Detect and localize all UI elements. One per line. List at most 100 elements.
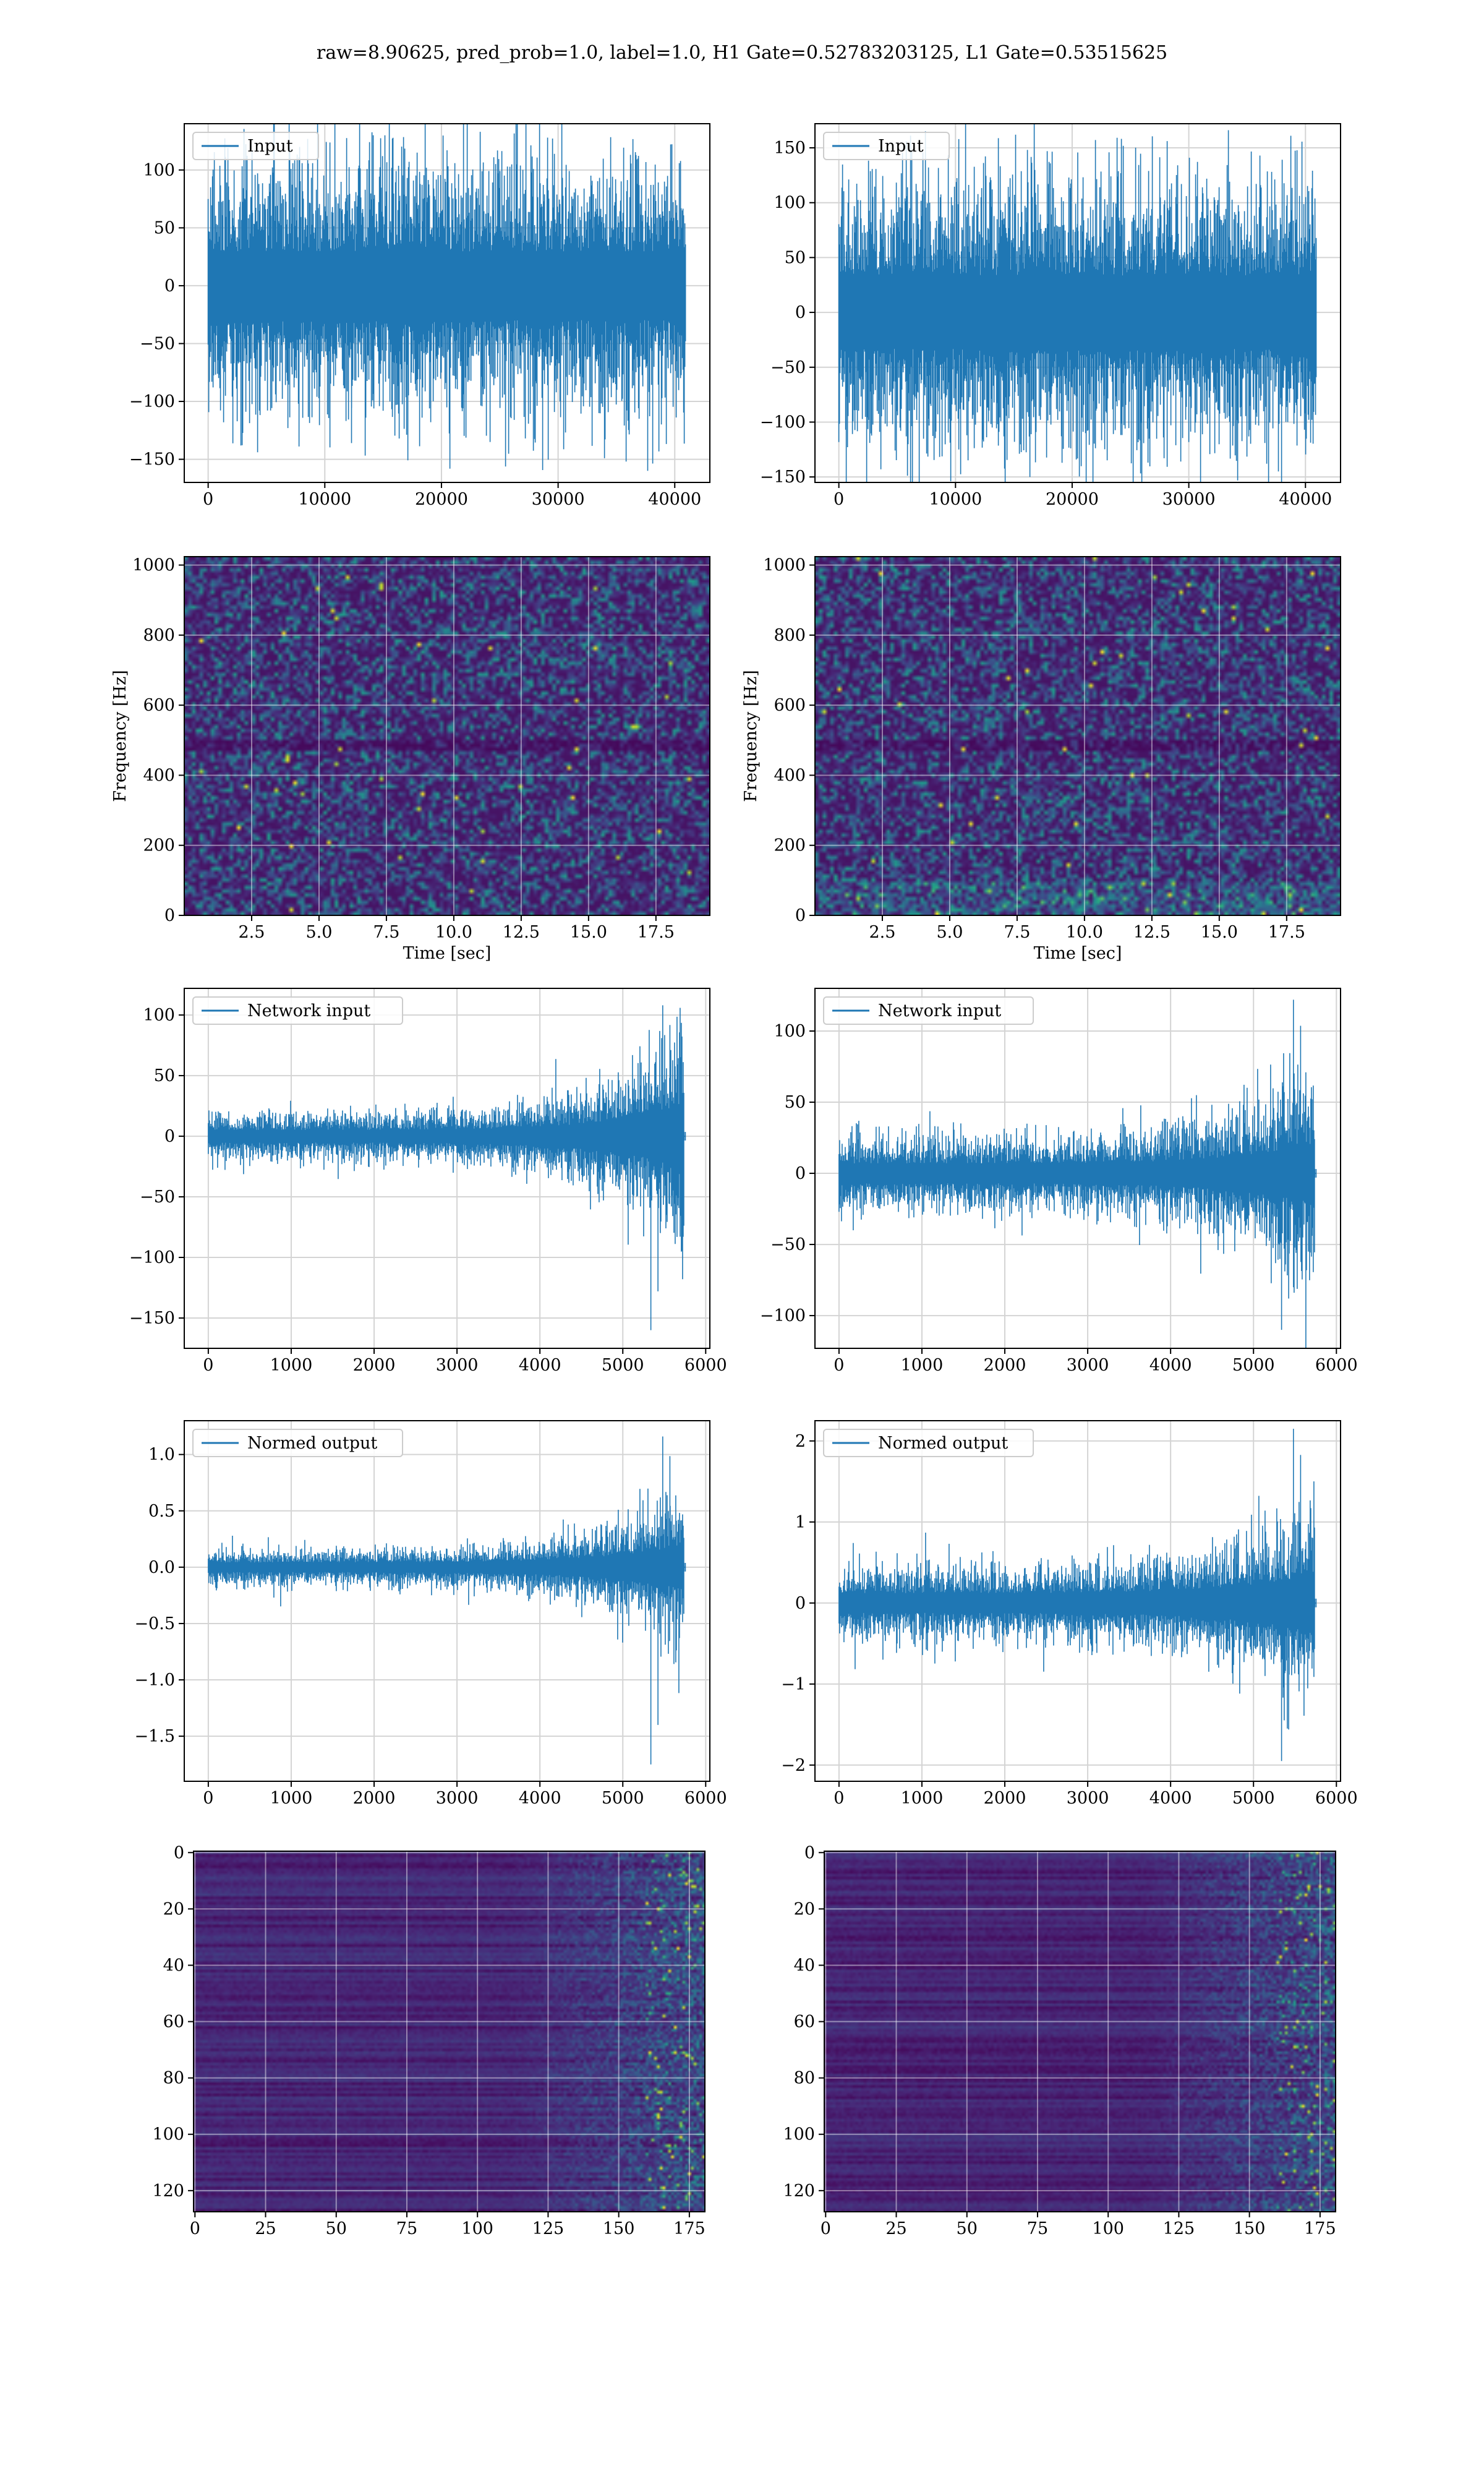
h1-input-ytick-label-3: 0 <box>164 276 175 296</box>
h1-input-legend <box>192 132 319 160</box>
l1-network-input-xtick-label-3: 3000 <box>1067 1356 1109 1375</box>
l1-feature-map-grid <box>824 1851 1336 2212</box>
h1-network-input-ytick-label-5: 100 <box>143 1006 175 1025</box>
l1-network-input-ytick-label-1: −50 <box>770 1235 806 1254</box>
l1-normed-output-xtick-label-3: 3000 <box>1067 1789 1109 1808</box>
l1-normed-output-ytick-label-0: −2 <box>781 1756 806 1775</box>
l1-spectrogram-ylabel: Frequency [Hz] <box>741 670 761 802</box>
l1-input-xtick-label-1: 10000 <box>929 490 982 509</box>
h1-spectrogram-xtick-label-1: 5.0 <box>305 923 332 942</box>
h1-feature-map-grid <box>194 1851 705 2212</box>
h1-input-xtick-label-1: 10000 <box>298 490 351 509</box>
l1-normed-output-frame <box>814 1420 1341 1782</box>
h1-feature-map-xtick-label-6: 150 <box>603 2219 635 2238</box>
h1-feature-map-ytick-label-3: 60 <box>163 2013 184 2032</box>
l1-feature-map-xtick-label-5: 125 <box>1163 2219 1195 2238</box>
l1-spectrogram-ytick-label-5: 1000 <box>763 556 806 575</box>
h1-normed-output-ytick-label-4: 0.5 <box>148 1502 175 1521</box>
l1-input-xtick-label-2: 20000 <box>1046 490 1099 509</box>
l1-input-ytick-label-0: −150 <box>760 468 806 487</box>
h1-spectrogram-xtick-label-4: 12.5 <box>503 923 540 942</box>
l1-spectrogram-axes: 2.5 5.0 7.5 10.0 12.5 15.0 17.5 0 200 400 600 800 10… <box>741 556 1341 963</box>
l1-normed-output-xtick-label-6: 6000 <box>1315 1789 1358 1808</box>
l1-network-input-ytick-label-0: −100 <box>760 1306 806 1325</box>
h1-spectrogram-ytick-label-1: 200 <box>143 836 175 855</box>
l1-normed-output-axes: 0 1000 2000 3000 4000 5000 6000 −2 −1 0 1 2 Normed o… <box>781 1420 1358 1808</box>
h1-network-input-xtick-label-0: 0 <box>203 1356 213 1375</box>
l1-spectrogram-ytick-label-2: 400 <box>774 766 806 785</box>
l1-spectrogram-ytick-label-4: 800 <box>774 626 806 645</box>
l1-network-input-xtick-label-0: 0 <box>834 1356 844 1375</box>
h1-feature-map-xtick-label-3: 75 <box>396 2219 417 2238</box>
h1-normed-output-xtick-label-4: 4000 <box>519 1789 561 1808</box>
l1-input-xtick-label-4: 40000 <box>1279 490 1332 509</box>
h1-feature-map-frame <box>193 1851 706 2212</box>
l1-feature-map-xtick-label-1: 25 <box>885 2219 906 2238</box>
l1-input-axes: 0 10000 20000 30000 40000 −150 −100 −50 0 50 100 15… <box>760 123 1341 509</box>
h1-feature-map-image <box>194 1851 705 2212</box>
h1-spectrogram-xlabel: Time [sec] <box>403 944 492 963</box>
l1-spectrogram-xtick-label-4: 12.5 <box>1133 923 1171 942</box>
l1-feature-map-image <box>824 1851 1336 2212</box>
l1-normed-output-ytick-label-3: 1 <box>795 1513 806 1532</box>
l1-input-frame <box>814 123 1341 483</box>
l1-feature-map-ytick-label-3: 60 <box>794 2013 815 2032</box>
h1-normed-output-xtick-label-3: 3000 <box>436 1789 479 1808</box>
l1-spectrogram-xtick-label-6: 17.5 <box>1268 923 1305 942</box>
l1-input-xtick-label-0: 0 <box>834 490 844 509</box>
h1-input-ytick-label-5: 100 <box>143 161 175 180</box>
l1-feature-map-xtick-label-6: 150 <box>1234 2219 1266 2238</box>
l1-input-legend-label: Input <box>878 137 924 156</box>
h1-spectrogram-xtick-label-5: 15.0 <box>570 923 607 942</box>
h1-spectrogram-xtick-label-2: 7.5 <box>373 923 399 942</box>
h1-feature-map-ytick-label-4: 80 <box>163 2069 184 2088</box>
h1-spectrogram-image <box>184 557 710 915</box>
h1-normed-output-plot-area <box>184 1421 710 1781</box>
h1-network-input-xtick-label-4: 4000 <box>519 1356 561 1375</box>
h1-network-input-ytick-label-1: −100 <box>129 1248 175 1267</box>
h1-feature-map-ytick-label-2: 40 <box>163 1956 184 1975</box>
l1-feature-map-xtick-label-3: 75 <box>1027 2219 1048 2238</box>
h1-normed-output-ytick-label-5: 1.0 <box>148 1445 175 1465</box>
l1-feature-map-ytick-label-5: 100 <box>783 2125 815 2144</box>
l1-normed-output-legend <box>823 1429 1034 1457</box>
h1-normed-output-xtick-label-0: 0 <box>203 1789 213 1808</box>
h1-input-frame <box>184 123 710 483</box>
h1-input-axes: 0 10000 20000 30000 40000 −150 −100 −50 0 50 100 In… <box>129 123 710 509</box>
l1-feature-map-ytick-label-1: 20 <box>794 1899 815 1919</box>
l1-input-series-line <box>838 124 1317 482</box>
h1-input-xtick-label-3: 30000 <box>532 490 585 509</box>
l1-feature-map-xtick-label-4: 100 <box>1092 2219 1124 2238</box>
h1-input-ytick-label-1: −100 <box>129 392 175 411</box>
h1-spectrogram-axes: 2.5 5.0 7.5 10.0 12.5 15.0 17.5 0 200 400 600 800 10… <box>111 556 710 963</box>
l1-network-input-ytick-label-4: 100 <box>774 1022 806 1041</box>
h1-spectrogram-xtick-label-6: 17.5 <box>638 923 675 942</box>
l1-feature-map-frame <box>824 1851 1336 2212</box>
h1-input-ytick-label-0: −150 <box>129 450 175 469</box>
h1-network-input-ytick-label-3: 0 <box>164 1127 175 1146</box>
l1-network-input-xtick-label-6: 6000 <box>1315 1356 1358 1375</box>
l1-feature-map-xtick-label-2: 50 <box>957 2219 978 2238</box>
l1-network-input-xtick-label-4: 4000 <box>1149 1356 1192 1375</box>
l1-normed-output-xtick-label-4: 4000 <box>1149 1789 1192 1808</box>
l1-spectrogram-xlabel: Time [sec] <box>1034 944 1122 963</box>
l1-normed-output-ytick-label-2: 0 <box>795 1594 806 1613</box>
h1-spectrogram-frame <box>184 556 710 916</box>
h1-normed-output-xtick-label-2: 2000 <box>353 1789 396 1808</box>
h1-normed-output-legend-label: Normed output <box>247 1434 377 1453</box>
h1-spectrogram-xtick-label-3: 10.0 <box>435 923 472 942</box>
h1-spectrogram-ytick-label-2: 400 <box>143 766 175 785</box>
h1-feature-map-xtick-label-4: 100 <box>461 2219 493 2238</box>
h1-input-ytick-label-2: −50 <box>140 334 175 353</box>
h1-normed-output-axes: 0 1000 2000 3000 4000 5000 6000 −1.5 −1.0 −0.5 0.0… <box>134 1420 727 1808</box>
h1-spectrogram-ytick-label-4: 800 <box>143 626 175 645</box>
l1-network-input-xtick-label-5: 5000 <box>1232 1356 1275 1375</box>
l1-network-input-frame <box>814 988 1341 1349</box>
l1-spectrogram-frame <box>814 556 1341 916</box>
l1-input-ytick-label-6: 150 <box>774 139 806 158</box>
h1-normed-output-ytick-label-3: 0.0 <box>148 1558 175 1577</box>
l1-input-ytick-label-4: 50 <box>785 248 806 267</box>
h1-spectrogram-ylabel: Frequency [Hz] <box>111 670 130 802</box>
h1-network-input-xtick-label-5: 5000 <box>602 1356 644 1375</box>
